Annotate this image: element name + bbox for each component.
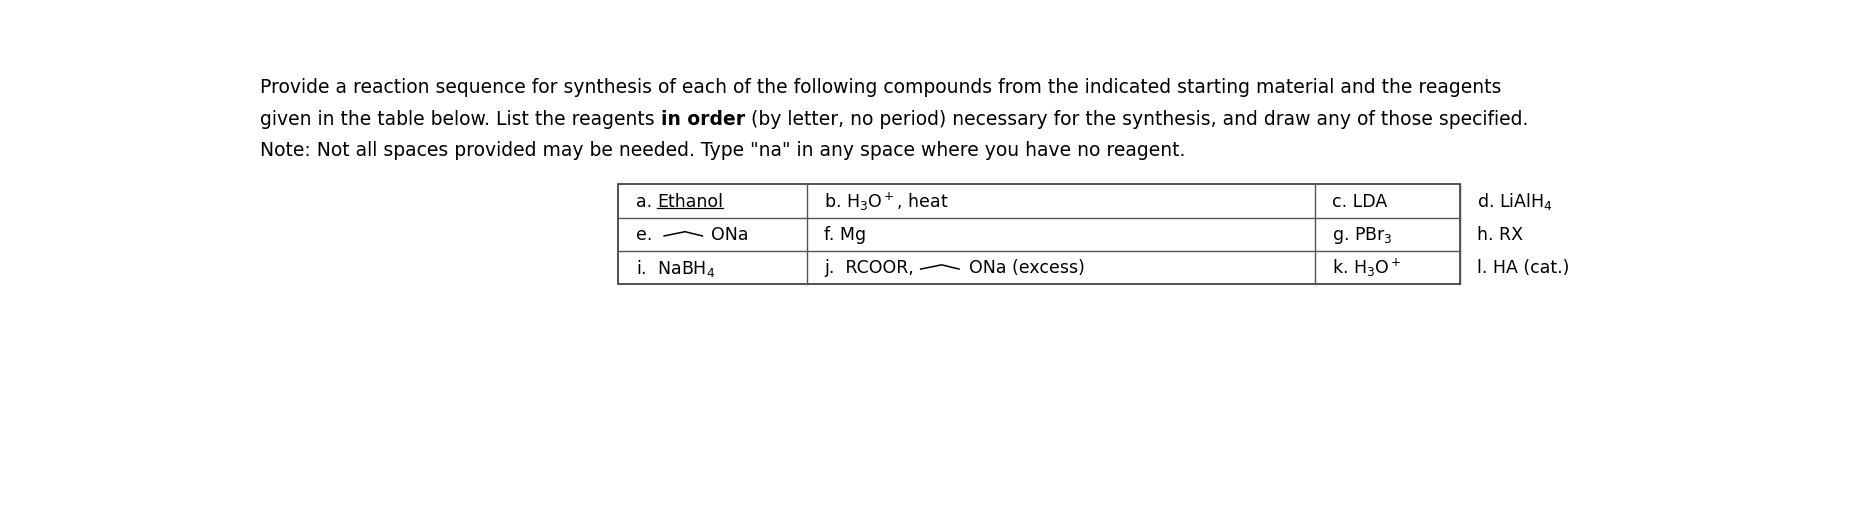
Text: given in the table below. List the reagents: given in the table below. List the reage… — [260, 110, 661, 128]
Text: e.: e. — [636, 226, 663, 243]
Text: ONa (excess): ONa (excess) — [970, 259, 1086, 277]
Text: c. LDA: c. LDA — [1333, 192, 1387, 211]
Text: (by letter, no period) necessary for the synthesis, and draw any of those specif: (by letter, no period) necessary for the… — [745, 110, 1528, 128]
Text: f. Mg: f. Mg — [824, 226, 867, 243]
Text: i.  NaBH$_4$: i. NaBH$_4$ — [636, 257, 715, 278]
Text: l. HA (cat.): l. HA (cat.) — [1477, 259, 1571, 277]
Text: j.  RCOOR,: j. RCOOR, — [824, 259, 919, 277]
Text: a.: a. — [636, 192, 657, 211]
Text: k. H$_3$O$^+$: k. H$_3$O$^+$ — [1333, 257, 1402, 279]
Text: h. RX: h. RX — [1477, 226, 1524, 243]
Text: ONa: ONa — [711, 226, 749, 243]
Text: b. H$_3$O$^+$, heat: b. H$_3$O$^+$, heat — [824, 190, 949, 213]
Bar — [618, 185, 1460, 284]
Text: in order: in order — [661, 110, 745, 128]
Text: d. LiAlH$_4$: d. LiAlH$_4$ — [1477, 191, 1554, 212]
Text: g. PBr$_3$: g. PBr$_3$ — [1333, 224, 1393, 245]
Text: Ethanol: Ethanol — [657, 192, 723, 211]
Text: Note: Not all spaces provided may be needed. Type "na" in any space where you ha: Note: Not all spaces provided may be nee… — [260, 140, 1185, 160]
Text: Provide a reaction sequence for synthesis of each of the following compounds fro: Provide a reaction sequence for synthesi… — [260, 78, 1501, 97]
